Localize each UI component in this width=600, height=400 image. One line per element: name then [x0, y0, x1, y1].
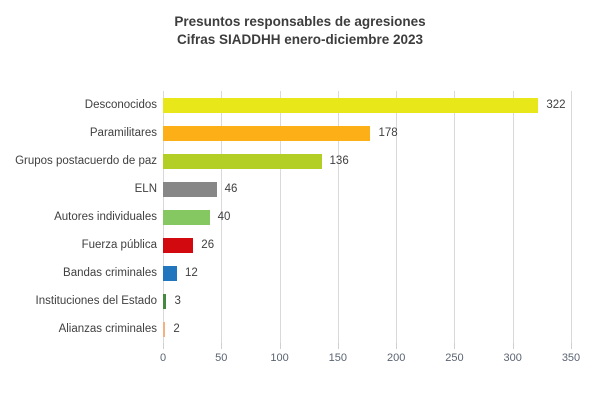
- gridline-x-100: [279, 91, 281, 343]
- bar-value-label: 26: [201, 238, 215, 251]
- bar: [163, 125, 371, 141]
- axis-tick-0: [163, 343, 164, 349]
- bar: [163, 209, 210, 225]
- bar-value-label: 136: [329, 154, 349, 167]
- bar: [163, 265, 177, 281]
- chart-title-line2: Cifras SIADDHH enero-diciembre 2023: [176, 32, 424, 47]
- x-tick-label: 100: [270, 352, 289, 364]
- bar: [163, 237, 194, 253]
- category-label: Autores individuales: [54, 211, 157, 223]
- category-label: Fuerza pública: [81, 239, 157, 251]
- category-label: Instituciones del Estado: [35, 295, 157, 307]
- x-tick-label: 0: [159, 352, 167, 364]
- axis-tick-150: [337, 343, 339, 349]
- bar-value-label: 2: [173, 322, 180, 335]
- axis-tick-100: [279, 343, 281, 349]
- axis-tick-300: [512, 343, 514, 349]
- bar-value-label: 12: [184, 266, 198, 279]
- gridline-x-350: [571, 91, 572, 343]
- axis-tick-250: [454, 343, 456, 349]
- axis-tick-200: [396, 343, 398, 349]
- category-label: ELN: [134, 183, 157, 195]
- bar-value-label: 178: [378, 126, 398, 139]
- bar-value-label: 40: [217, 210, 231, 223]
- bar: [163, 153, 322, 169]
- x-tick-label: 200: [386, 352, 406, 364]
- bar-value-label: 3: [174, 294, 181, 307]
- gridline-x-150: [337, 91, 339, 343]
- category-label: Alianzas criminales: [58, 323, 157, 335]
- x-tick-label: 150: [328, 352, 348, 364]
- x-tick-label: 350: [561, 352, 581, 364]
- axis-tick-50: [221, 343, 223, 349]
- category-label: Paramilitares: [89, 127, 157, 139]
- chart-title-line1: Presuntos responsables de agresiones: [174, 14, 426, 29]
- category-label: Desconocidos: [84, 99, 157, 111]
- gridline-x-250: [454, 91, 456, 343]
- x-tick-label: 50: [215, 352, 228, 364]
- bar: [163, 181, 217, 197]
- bar: [163, 293, 167, 309]
- category-label: Grupos postacuerdo de paz: [15, 155, 157, 167]
- gridline-x-200: [396, 91, 398, 343]
- bar: [163, 97, 539, 113]
- category-label: Bandas criminales: [63, 267, 157, 279]
- chart-title: Presuntos responsables de agresiones Cif…: [0, 13, 600, 49]
- gridline-x-50: [221, 91, 223, 343]
- bar: [163, 321, 166, 337]
- bar-value-label: 46: [224, 182, 238, 195]
- plot-area: 322 178 136 46 40 26 12 3 2: [163, 91, 572, 349]
- gridline-x-300: [512, 91, 514, 343]
- axis-tick-350: [571, 343, 572, 349]
- x-tick-label: 300: [503, 352, 522, 364]
- x-tick-label: 250: [445, 352, 464, 364]
- bar-value-label: 322: [546, 98, 566, 111]
